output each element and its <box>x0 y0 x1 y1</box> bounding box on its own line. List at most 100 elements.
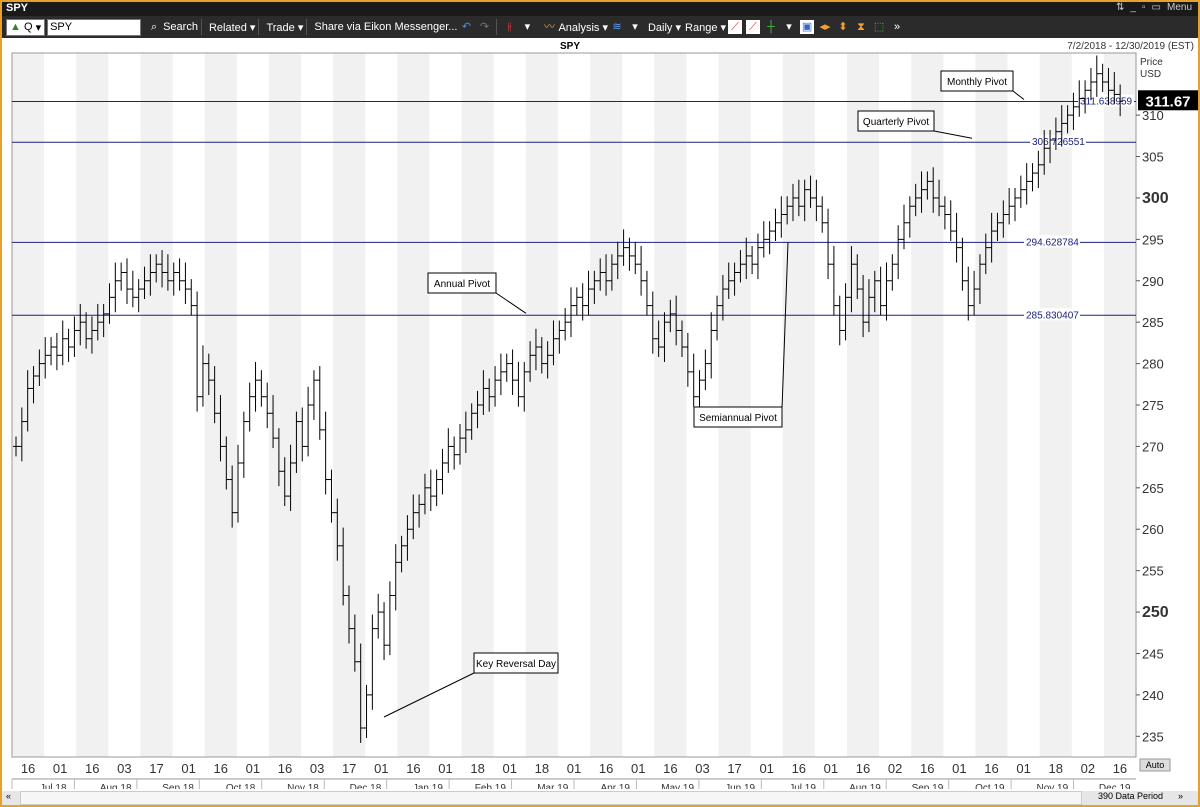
x-day-tick: 16 <box>21 761 35 776</box>
scroll-left-right-icon[interactable]: ◂▸ <box>819 21 831 33</box>
month-band <box>590 53 623 757</box>
month-band <box>718 53 751 757</box>
divider <box>306 19 308 35</box>
annotation-leader <box>933 130 973 139</box>
x-day-tick: 18 <box>470 761 484 776</box>
x-day-tick: 16 <box>792 761 806 776</box>
x-day-tick: 02 <box>888 761 902 776</box>
scroll-up-down-icon[interactable]: ⬍ <box>838 21 848 33</box>
annotation-semiannual-pivot: Semiannual Pivot <box>699 413 777 424</box>
data-period-label: 390 Data Period <box>1098 791 1164 801</box>
share-button[interactable]: Share via Eikon Messenger... <box>314 21 458 33</box>
y-tick-label: 250 <box>1142 604 1169 621</box>
restore-button[interactable]: ▫ <box>1141 2 1146 13</box>
month-band <box>140 53 173 757</box>
pivot-label-bg <box>1024 235 1080 248</box>
menu-button[interactable]: Menu <box>1166 2 1192 13</box>
month-band <box>268 53 302 757</box>
chevron-down-icon[interactable]: ▾ <box>524 21 531 33</box>
scroll-left-icon[interactable]: « <box>6 791 12 801</box>
maximize-button[interactable]: ▭ <box>1151 2 1161 13</box>
chevron-down-icon[interactable]: ▾ <box>632 21 638 33</box>
x-month-label: May 19 <box>661 783 694 789</box>
annotation-box <box>857 110 935 132</box>
x-day-tick: 16 <box>984 761 998 776</box>
chart-svg[interactable]: SPY 7/2/2018 - 12/30/2019 (EST) 235 240 245 2… <box>4 39 1198 794</box>
x-day-tick: 16 <box>85 761 99 776</box>
month-band <box>525 53 558 757</box>
interval-menu[interactable]: Daily ▾ <box>647 21 682 34</box>
auto-scale-button <box>1139 758 1171 772</box>
x-day-tick: 16 <box>406 761 420 776</box>
x-day-tick: 01 <box>438 761 452 776</box>
x-day-tick: 16 <box>214 761 228 776</box>
price-axis-unit: USD <box>1140 69 1161 80</box>
search-label: Search <box>163 21 198 33</box>
last-price-box <box>1138 90 1198 111</box>
annotation-annual-pivot: Annual Pivot <box>434 279 490 290</box>
x-day-tick: 01 <box>1016 761 1030 776</box>
x-day-tick: 01 <box>181 761 195 776</box>
x-month-label: Jun 19 <box>725 783 755 789</box>
x-month-label: Sep 18 <box>162 783 194 789</box>
auto-scale-label: Auto <box>1146 760 1165 770</box>
ric-selector[interactable]: ▲ Q ▾ <box>6 18 46 36</box>
month-band <box>76 53 109 757</box>
select-icon[interactable]: ⬚ <box>873 21 885 33</box>
chart-area[interactable]: SPY 7/2/2018 - 12/30/2019 (EST) 235 240 245 2… <box>4 39 1198 794</box>
toolbar: ▲ Q ▾ SPY ⌕ Search Related ▾ Trade ▾ Shar… <box>2 16 1198 38</box>
chevron-down-icon[interactable]: ▾ <box>786 21 792 33</box>
x-day-tick: 01 <box>374 761 388 776</box>
pivot-label: 311.638959 <box>1080 97 1133 108</box>
window-controls[interactable]: ⇅ _ ▫ ▭ Menu <box>1116 2 1192 13</box>
search-button[interactable]: ⌕ Search <box>145 20 198 34</box>
window-title: SPY <box>6 2 29 14</box>
redo-icon[interactable]: ↷ <box>479 21 490 33</box>
x-day-tick: 03 <box>310 761 324 776</box>
x-day-tick: 02 <box>1081 761 1095 776</box>
x-day-tick: 17 <box>727 761 741 776</box>
y-tick-label: 240 <box>1142 688 1164 703</box>
month-band <box>654 53 687 757</box>
x-month-label: Aug 18 <box>100 783 132 789</box>
compare-icon[interactable]: ⟋ <box>746 20 761 34</box>
x-month-label: Jul 19 <box>789 783 816 789</box>
analysis-menu[interactable]: 〰 Analysis ▾ <box>540 20 608 34</box>
last-price-label: 311.67 <box>1145 93 1190 110</box>
minimize-button[interactable]: _ <box>1130 2 1136 13</box>
ohlc-chart-icon[interactable]: ⫲ <box>507 21 512 33</box>
scroll-right-icon[interactable]: » <box>1178 791 1184 801</box>
waves-icon[interactable]: ≋ <box>612 21 622 33</box>
zoom-icon[interactable]: ⧗ <box>857 21 865 33</box>
annotation-leader <box>495 292 527 314</box>
undo-icon[interactable]: ↶ <box>461 21 472 33</box>
analysis-icon: 〰 <box>543 21 555 33</box>
x-month-label: Jan 19 <box>413 783 443 789</box>
x-month-label: Sep 19 <box>912 783 944 789</box>
chart-window-icon[interactable]: ▣ <box>800 20 815 34</box>
range-menu[interactable]: Range ▾ <box>685 21 727 34</box>
link-icon[interactable]: ⇅ <box>1116 2 1125 13</box>
x-day-tick: 01 <box>824 761 838 776</box>
x-month-label: Dec 18 <box>350 783 382 789</box>
annotation-quarterly-pivot: Quarterly Pivot <box>863 117 929 128</box>
x-day-tick: 01 <box>759 761 773 776</box>
line-chart-icon[interactable]: ⟋ <box>728 20 743 34</box>
y-tick-label: 255 <box>1142 564 1164 579</box>
more-icon[interactable]: » <box>893 21 901 33</box>
y-tick-label: 310 <box>1142 108 1164 123</box>
y-tick-label: 245 <box>1142 646 1164 661</box>
crosshair-icon[interactable]: ┼ <box>767 21 775 33</box>
divider <box>258 19 260 35</box>
annotation-box <box>940 70 1014 92</box>
month-band <box>911 53 944 757</box>
ric-input[interactable]: SPY <box>47 18 142 36</box>
related-menu[interactable]: Related ▾ <box>208 21 256 34</box>
x-day-tick: 01 <box>503 761 517 776</box>
x-month-label: Nov 19 <box>1036 783 1068 789</box>
trade-menu[interactable]: Trade ▾ <box>266 21 304 34</box>
y-tick-label: 305 <box>1142 150 1164 165</box>
horizontal-scrollbar[interactable] <box>20 791 1082 805</box>
price-axis-title: Price <box>1140 57 1163 68</box>
x-day-tick: 01 <box>246 761 260 776</box>
